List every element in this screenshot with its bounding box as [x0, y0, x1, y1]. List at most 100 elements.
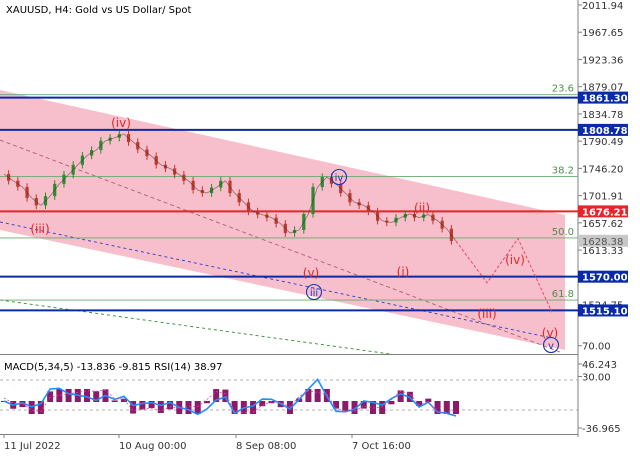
macd-histogram-bar [148, 401, 155, 409]
macd-histogram-bar [157, 401, 164, 414]
wave-label-red: (iv) [505, 253, 525, 267]
macd-histogram-bar [333, 401, 340, 409]
macd-histogram-bar [167, 401, 174, 410]
macd-histogram-bar [379, 401, 386, 414]
macd-histogram-bar [120, 398, 127, 402]
price-axis-label: 1879.07 [582, 83, 623, 94]
macd-histogram-bar [111, 400, 118, 402]
macd-histogram-bar [342, 401, 349, 412]
indicator-title: MACD(5,34,5) -13.836 -9.815 RSI(14) 38.9… [4, 362, 223, 373]
wave-label-blue-ring [542, 336, 560, 354]
macd-histogram-bar [443, 401, 450, 414]
macd-histogram-bar [130, 401, 137, 414]
downtrend-channel [0, 90, 565, 350]
level-price-tag-label: 1676.21 [582, 207, 628, 218]
macd-histogram-bar [397, 390, 404, 402]
macd-histogram-bar [425, 398, 432, 402]
price-axis-label: 1923.36 [582, 55, 623, 66]
macd-histogram-bar [37, 401, 44, 414]
level-price-tag-label: 1861.30 [582, 94, 628, 105]
indicator-axis-label: 70.00 [582, 342, 611, 353]
wave-label-red: (v) [303, 266, 319, 280]
wave-label-red: (iii) [477, 307, 496, 321]
level-price-tag-label: 1515.10 [582, 306, 628, 317]
wave-labels-layer: (iii) (iv) (v) (i) (ii) (iii) (iv) (v) iii iv v [30, 116, 560, 354]
wave-label-blue: v [548, 341, 554, 352]
macd-histogram-bar [453, 401, 459, 414]
macd-histogram-bar [19, 401, 26, 408]
macd-histogram-bar [222, 389, 229, 402]
price-axis-label: 1613.33 [582, 246, 623, 257]
macd-histogram-bar [351, 401, 358, 414]
current-price-tag-label: 1628.38 [582, 237, 623, 248]
current-price-tag [578, 234, 628, 247]
forecast-path [455, 237, 553, 313]
blue-dashed-trendline [0, 221, 553, 339]
macd-histogram-bar [213, 389, 220, 402]
wave-label-red: (ii) [414, 201, 430, 215]
macd-histogram-bar [259, 401, 266, 407]
level-price-tag-label: 1808.78 [582, 126, 628, 137]
levels-layer: 23.6 38.2 50.0 61.8 [0, 84, 578, 312]
level-price-tag-label: 1570.00 [582, 273, 628, 284]
macd-histogram-bar [65, 389, 72, 402]
macd-histogram-bar [314, 389, 321, 402]
macd-histogram-bar [369, 401, 376, 414]
wave-label-blue-ring [330, 168, 348, 186]
price-layer [3, 130, 553, 313]
macd-histogram-bar [203, 401, 210, 404]
macd-histogram-bar [56, 389, 63, 402]
macd-histogram-bar [434, 401, 441, 414]
level-price-tag [578, 123, 628, 136]
macd-histogram-bar [268, 401, 275, 404]
wave-label-blue-ring [305, 283, 323, 301]
time-axis-label: 11 Jul 2022 [4, 441, 61, 452]
indicator-layer: 46.243 70.00 30.00 -36.965 [0, 342, 621, 435]
wave-label-blue: iv [335, 173, 344, 184]
indicator-axis-label: 46.243 [582, 360, 617, 371]
price-axis-label: 1657.62 [582, 219, 623, 230]
macd-histogram-bar [305, 389, 312, 402]
price-axis-label: 1790.49 [582, 137, 623, 148]
macd-histogram-bar [231, 401, 238, 414]
wave-label-blue: iii [310, 288, 318, 299]
macd-histogram-bar [185, 401, 192, 414]
level-price-tag [578, 270, 628, 283]
price-line [3, 133, 457, 242]
macd-histogram-bar [47, 391, 54, 402]
time-axis-label: 8 Sep 08:00 [236, 441, 296, 452]
indicator-axis-label: -36.965 [582, 424, 621, 435]
rsi-line [3, 378, 457, 417]
price-axis-label: 2011.94 [582, 1, 623, 12]
level-price-tag [578, 91, 628, 104]
chart-title: XAUUSD, H4: Gold vs US Dollar/ Spot [6, 5, 191, 16]
fib-level-label: 61.8 [552, 289, 574, 300]
macd-histogram-bar [286, 401, 293, 414]
macd-histogram-bar [250, 401, 257, 414]
macd-histogram-bar [416, 401, 423, 407]
wave-label-red: (i) [397, 265, 410, 279]
channel-mid-dashed-line [0, 139, 561, 353]
macd-histogram-bar [93, 391, 100, 402]
level-price-tag [578, 205, 628, 218]
price-axis-label: 1746.20 [582, 164, 623, 175]
trend-channel-layer [0, 90, 565, 355]
macd-histogram-bar [194, 401, 201, 414]
time-axis-label: 10 Aug 00:00 [119, 441, 186, 452]
price-axis-label: 1967.65 [582, 28, 623, 39]
price-axis-label: 1834.78 [582, 110, 623, 121]
price-axis-layer: 2011.94 1967.65 1923.36 1879.07 1834.78 1790.… [578, 1, 628, 317]
wave-label-red: (v) [542, 326, 558, 340]
wave-label-red: (iv) [111, 116, 131, 130]
fib-level-label: 23.6 [552, 84, 574, 95]
indicator-axis-label: 30.00 [582, 372, 611, 383]
time-axis-layer: 11 Jul 2022 10 Aug 00:00 8 Sep 08:00 7 Oct … [3, 434, 411, 452]
level-price-tag [578, 304, 628, 317]
fib-level-label: 50.0 [552, 227, 574, 238]
macd-histogram-bar [388, 401, 395, 405]
fib-level-label: 38.2 [552, 165, 574, 176]
time-axis-label: 7 Oct 16:00 [352, 441, 411, 452]
macd-histogram-bar [139, 401, 146, 410]
macd-histogram-bar [84, 389, 91, 402]
